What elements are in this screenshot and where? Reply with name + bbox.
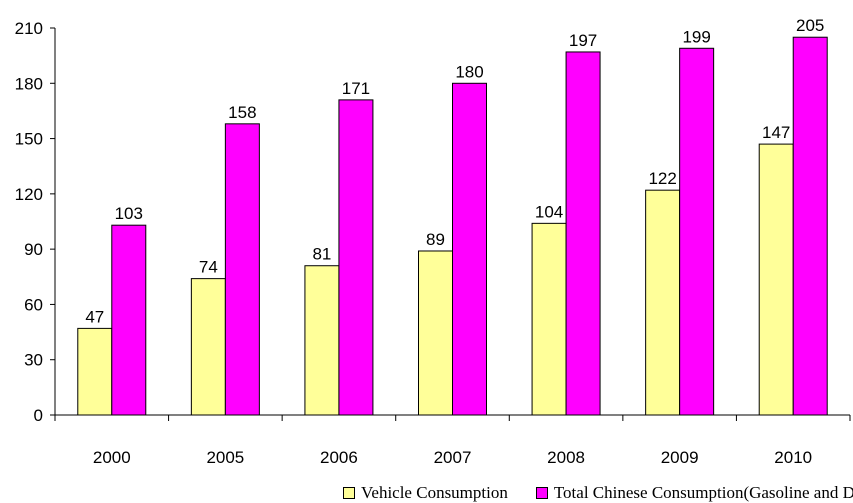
data-label: 180 <box>455 62 483 81</box>
x-tick-label: 2000 <box>93 448 131 467</box>
y-tick-label: 90 <box>24 240 43 259</box>
bar-vehicle-consumption <box>77 327 113 416</box>
bar-vehicle-consumption <box>531 222 567 416</box>
x-tick-label: 2006 <box>320 448 358 467</box>
bar-total-consumption <box>111 224 147 416</box>
data-label: 147 <box>762 123 790 142</box>
bar-total-consumption <box>565 51 601 416</box>
data-label: 205 <box>796 16 824 35</box>
legend-item-total: Total Chinese Consumption(Gasoline and D… <box>535 483 853 503</box>
data-label: 199 <box>682 27 710 46</box>
bars-group <box>77 36 828 416</box>
bar-vehicle-consumption <box>418 250 453 416</box>
y-tick-label: 60 <box>24 295 43 314</box>
y-tick-label: 120 <box>15 185 43 204</box>
x-tick-label: 2008 <box>547 448 585 467</box>
bar-total-consumption <box>792 36 828 416</box>
data-label: 122 <box>648 169 676 188</box>
bar-total-consumption <box>224 123 260 416</box>
data-label: 158 <box>228 103 256 122</box>
y-tick-label: 0 <box>34 406 43 425</box>
data-label: 89 <box>426 230 445 249</box>
legend-label-vehicle: Vehicle Consumption <box>361 483 508 502</box>
x-tick-label: 2007 <box>434 448 472 467</box>
data-label: 81 <box>312 245 331 264</box>
y-tick-label: 150 <box>15 130 43 149</box>
x-tick-label: 2005 <box>206 448 244 467</box>
axes-group: 0 30 60 90 120 150 180 210 2000 2005 2006 2007 2008 2… <box>15 19 851 467</box>
legend-swatch-vehicle <box>343 487 355 499</box>
bar-vehicle-consumption <box>645 189 681 416</box>
data-label: 103 <box>115 204 143 223</box>
bar-vehicle-consumption <box>758 143 794 416</box>
data-label: 171 <box>342 79 370 98</box>
y-tick-label: 30 <box>24 351 43 370</box>
bar-vehicle-consumption <box>304 265 340 416</box>
data-label: 74 <box>199 258 218 277</box>
bar-vehicle-consumption <box>190 278 226 416</box>
x-tick-label: 2010 <box>774 448 812 467</box>
legend-item-vehicle: Vehicle Consumption <box>343 483 508 503</box>
x-tick-label: 2009 <box>661 448 699 467</box>
legend-swatch-total <box>535 487 548 499</box>
legend-label-total: Total Chinese Consumption(Gasoline and D… <box>553 483 853 502</box>
data-label: 47 <box>85 307 104 326</box>
data-label: 104 <box>535 202 563 221</box>
data-label: 197 <box>569 31 597 50</box>
bar-total-consumption <box>338 99 374 416</box>
bar-total-consumption <box>679 47 715 416</box>
bar-total-consumption <box>452 82 487 416</box>
data-labels-group: 47 103 74 158 81 171 89 180 104 197 122 199 147 205 <box>85 16 824 326</box>
legend: Vehicle Consumption Total Chinese Consum… <box>343 483 853 503</box>
y-tick-label: 180 <box>15 74 43 93</box>
y-tick-label: 210 <box>15 19 43 38</box>
